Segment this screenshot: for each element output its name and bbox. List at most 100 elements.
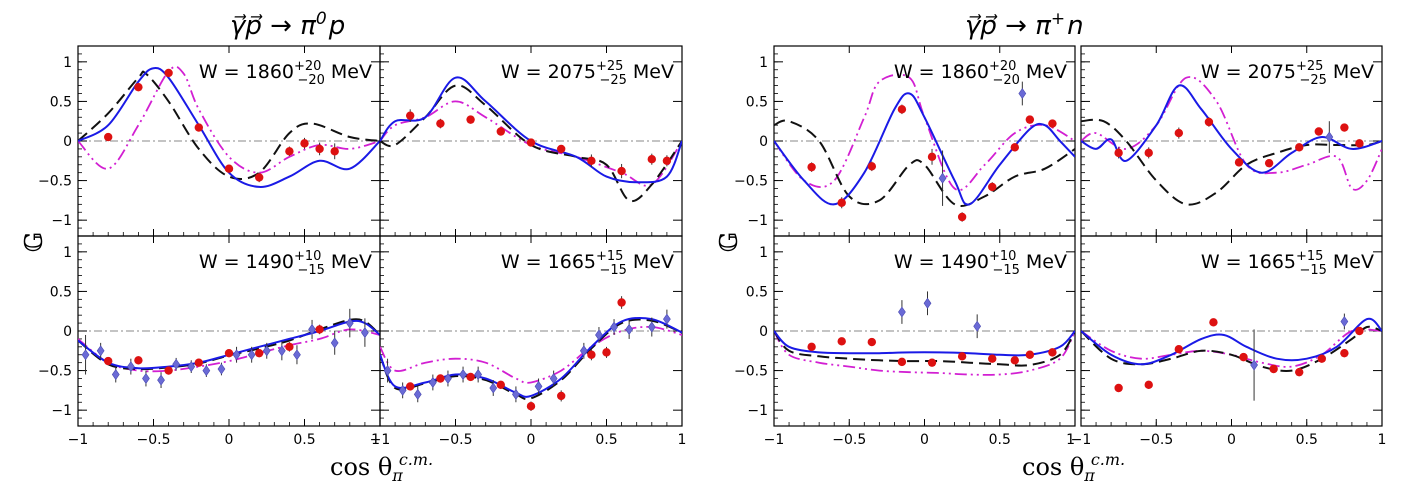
- curves: [774, 73, 1075, 222]
- data-point-red: [224, 164, 234, 173]
- curves: [380, 296, 682, 411]
- x-tick-label: −0.5: [439, 432, 473, 448]
- energy-label-sub: −15: [599, 263, 626, 278]
- data-point-red: [1340, 348, 1349, 358]
- model-curve-black: [774, 330, 1075, 367]
- curves: [78, 308, 380, 388]
- x-tick-label: 0: [225, 432, 234, 448]
- data-point-red: [1144, 380, 1153, 390]
- data-point-blue: [549, 372, 558, 385]
- x-tick-label: 1: [678, 432, 687, 448]
- data-point-red: [496, 127, 505, 136]
- data-point-blue: [187, 361, 196, 373]
- data-point-red: [255, 173, 264, 182]
- data-point-red: [1355, 139, 1364, 148]
- data-point-red: [807, 162, 816, 172]
- panel-left-r1c1: −1 −0.5 0 0.5 1 W = 1665+15 −15 MeV: [370, 235, 687, 448]
- data-point-red: [927, 152, 937, 162]
- data-point-red: [837, 337, 846, 346]
- model-curve-blue: [1081, 84, 1382, 174]
- data-point-blue: [142, 372, 150, 385]
- panel-left-r0c1: W = 2075+25 −25 MeV: [379, 45, 683, 237]
- y-tick-label: −1: [747, 403, 768, 419]
- energy-label-unit: MeV: [627, 251, 674, 273]
- data-point-blue: [459, 369, 467, 381]
- data-point-red: [164, 68, 173, 78]
- data-point-blue: [489, 382, 498, 394]
- energy-label-value: W = 1860: [894, 61, 989, 83]
- data-point-blue: [1325, 131, 1334, 143]
- data-point-red: [1114, 383, 1123, 393]
- data-point-blue: [1340, 315, 1349, 328]
- plots-layer: 10.50−0.5−1W = 1860+20 −20 MeV W = 2075+25…: [38, 45, 1387, 448]
- data-point-red: [300, 139, 309, 148]
- data-point-blue: [330, 337, 339, 349]
- data-point-red: [194, 358, 203, 367]
- x-tick-label: 0.5: [595, 432, 617, 448]
- data-point-blue: [277, 345, 286, 357]
- x-tick-label: 1: [371, 432, 380, 448]
- right-title-sup: +: [1051, 9, 1065, 29]
- data-point-red: [1025, 115, 1035, 124]
- y-tick-label: 0.5: [50, 94, 72, 110]
- y-tick-label: −1: [51, 403, 72, 419]
- x-tick-label: −1: [370, 432, 391, 448]
- data-point-red: [1010, 356, 1019, 365]
- x-tick-label: 0.5: [989, 432, 1011, 448]
- x-tick-label: −1: [68, 432, 89, 448]
- data-point-blue: [81, 349, 90, 361]
- right-x-axis-label: cos θπc.m.: [1022, 450, 1125, 485]
- data-point-red: [285, 147, 294, 156]
- data-point-blue: [398, 384, 407, 396]
- energy-label-sub: −20: [297, 73, 324, 88]
- energy-label-unit: MeV: [325, 61, 372, 83]
- data-point-blue: [383, 365, 392, 377]
- data-point-red: [1295, 367, 1304, 377]
- x-tick-label: −0.5: [1139, 432, 1173, 448]
- data-point-blue: [610, 321, 618, 333]
- y-tick-label: 0.5: [746, 94, 768, 110]
- model-curve-magenta: [380, 325, 682, 384]
- data-point-red: [1340, 123, 1349, 132]
- panel-right-r1c1: −1 −0.5 0 0.5 1 W = 1665+15 −15 MeV: [1071, 235, 1387, 448]
- x-tick-label: 0.5: [293, 432, 315, 448]
- data-point-red: [436, 374, 445, 383]
- panel-right-r0c0: 1 0.5 0 −0.5 −1 W = 1860+20 −20 MeV: [734, 45, 1076, 237]
- data-point-red: [1264, 158, 1274, 168]
- energy-label-sup: +15: [596, 249, 623, 264]
- y-tick-label: −0.5: [734, 174, 768, 190]
- data-point-blue: [579, 345, 588, 357]
- right-y-axis-label: 𝔾: [715, 232, 743, 253]
- data-point-red: [224, 348, 234, 358]
- data-point-blue: [345, 317, 354, 329]
- data-point-red: [1209, 318, 1218, 327]
- energy-label-sup: +20: [989, 59, 1016, 74]
- right-xlabel-main: cos θ: [1022, 453, 1084, 481]
- data-point-red: [617, 298, 626, 307]
- y-tick-label: −0.5: [734, 364, 768, 380]
- x-tick-label: 1: [1378, 432, 1387, 448]
- data-point-red: [194, 123, 203, 132]
- data-point-blue: [898, 306, 906, 318]
- energy-label-sub: −25: [599, 73, 626, 88]
- energy-label-sub: −15: [992, 263, 1019, 278]
- data-point-red: [406, 111, 415, 120]
- energy-label-value: W = 2075: [1201, 61, 1296, 83]
- data-point-red: [957, 352, 967, 361]
- y-tick-label: 0: [759, 324, 768, 340]
- data-point-red: [1174, 345, 1184, 354]
- data-point-blue: [202, 365, 211, 377]
- model-curve-magenta: [774, 330, 1075, 376]
- left-x-axis-label: cos θπc.m.: [330, 450, 433, 485]
- data-point-red: [315, 325, 324, 334]
- data-point-blue: [96, 345, 105, 357]
- energy-label-unit: MeV: [1020, 251, 1067, 273]
- energy-label-sup: +25: [596, 59, 623, 74]
- data-point-red: [1355, 326, 1364, 336]
- y-tick-label: 1: [63, 55, 72, 71]
- y-tick-label: 0: [759, 134, 768, 150]
- data-point-red: [557, 391, 566, 401]
- model-curve-black: [78, 70, 380, 181]
- data-point-red: [315, 144, 324, 154]
- y-tick-label: 0: [63, 134, 72, 150]
